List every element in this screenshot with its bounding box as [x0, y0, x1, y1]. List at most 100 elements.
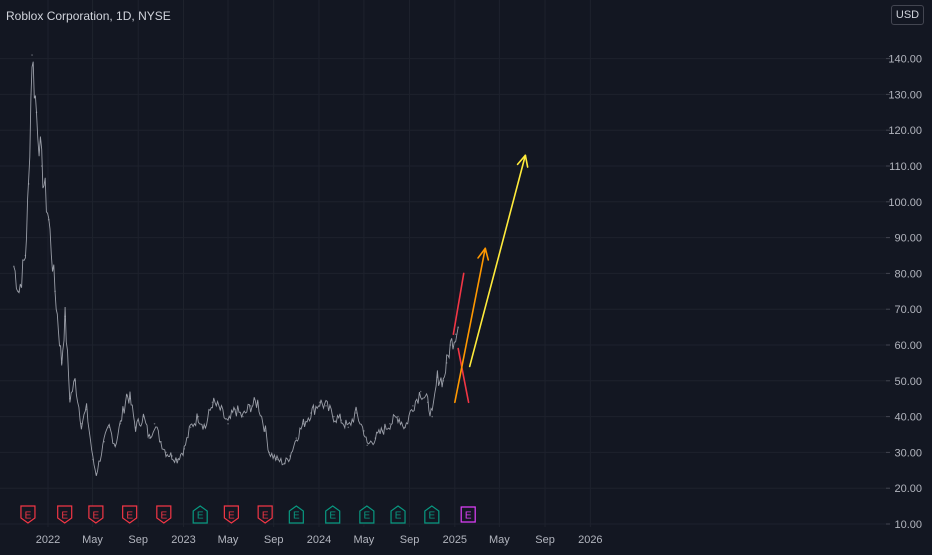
earnings-marker-icon[interactable]: E — [257, 505, 273, 524]
earnings-marker-label: E — [25, 511, 32, 522]
price-point — [197, 415, 200, 418]
earnings-marker-label: E — [93, 511, 100, 522]
price-point — [189, 426, 192, 429]
red-line-drawing — [452, 272, 465, 336]
earnings-marker-icon[interactable]: E — [20, 505, 36, 524]
time-tick-label: Sep — [535, 534, 555, 546]
price-point — [171, 455, 173, 457]
symbol-title: Roblox Corporation, 1D, NYSE — [6, 9, 171, 23]
grid — [0, 0, 886, 527]
earnings-marker-icon[interactable]: E — [223, 505, 239, 524]
earnings-marker-label: E — [364, 511, 371, 522]
price-point — [95, 473, 98, 475]
yellow-arrowhead — [516, 154, 529, 168]
earnings-marker-icon[interactable]: E — [424, 505, 440, 524]
earnings-marker-shape — [390, 505, 406, 524]
price-point — [374, 437, 377, 439]
orange-arrow-drawing — [454, 247, 487, 404]
price-point — [108, 426, 111, 429]
earnings-marker-icon[interactable]: E — [156, 505, 172, 524]
price-point — [40, 165, 43, 167]
earnings-marker-shape — [88, 505, 104, 524]
time-tick-label: Sep — [128, 534, 148, 546]
price-point — [74, 380, 76, 382]
price-point — [249, 405, 252, 407]
price-point — [85, 408, 88, 411]
price-point — [54, 290, 56, 293]
price-point — [325, 405, 327, 407]
earnings-marker-icon[interactable]: E — [359, 505, 375, 524]
price-tick-label: 120.00 — [888, 125, 922, 137]
price-point — [457, 326, 459, 328]
price-point — [242, 415, 244, 418]
price-point — [183, 448, 186, 450]
earnings-marker-shape — [192, 505, 208, 524]
time-tick-label: 2023 — [171, 534, 195, 546]
price-point — [264, 430, 267, 432]
earnings-marker-icon[interactable]: E — [325, 505, 341, 524]
price-tick-label: 10.00 — [894, 519, 922, 531]
time-scale: 2022 May Sep 2023 May Sep 2024 May Sep 2025 May Sep… — [36, 534, 603, 546]
earnings-marker-shape — [156, 505, 172, 524]
price-point — [276, 458, 278, 461]
earnings-marker-shape — [57, 505, 73, 524]
price-point — [13, 265, 15, 268]
price-point — [234, 408, 236, 411]
price-tick-label: 60.00 — [894, 340, 922, 352]
price-point — [18, 290, 20, 293]
earnings-marker-shape — [460, 506, 476, 523]
price-point — [436, 376, 439, 379]
earnings-marker-icon[interactable]: E — [88, 505, 104, 524]
price-point — [114, 444, 116, 447]
earnings-marker-icon[interactable]: E — [192, 505, 208, 524]
price-point — [445, 362, 448, 364]
price-tick-label: 100.00 — [888, 197, 922, 209]
price-point — [431, 415, 433, 418]
earnings-marker-icon[interactable]: E — [288, 505, 304, 524]
price-points — [13, 54, 459, 475]
earnings-marker-shape — [359, 505, 375, 524]
price-point — [129, 397, 131, 400]
price-point — [363, 430, 365, 432]
price-tick-label: 30.00 — [894, 447, 922, 459]
price-tick-label: 20.00 — [894, 483, 922, 495]
currency-button[interactable]: USD — [891, 5, 924, 25]
price-point — [204, 426, 207, 429]
earnings-marker-icon[interactable]: E — [57, 505, 73, 524]
price-point — [340, 419, 343, 421]
price-point — [125, 394, 128, 396]
price-point — [227, 422, 229, 425]
price-point — [404, 426, 406, 429]
time-tick-label: Sep — [264, 534, 284, 546]
price-point — [142, 415, 145, 418]
price-point — [268, 451, 271, 454]
price-point — [160, 440, 162, 443]
earnings-marker-label: E — [395, 511, 402, 522]
price-point — [211, 401, 214, 404]
time-tick-label: 2024 — [307, 534, 331, 546]
price-point — [381, 430, 384, 432]
yellow-arrow-drawing — [468, 154, 527, 368]
earnings-marker-shape — [288, 505, 304, 524]
time-tick-label: May — [82, 534, 103, 546]
earnings-marker-label: E — [61, 511, 68, 522]
earnings-marker-icon[interactable]: E — [390, 505, 406, 524]
earnings-marker-shape — [257, 505, 273, 524]
price-point — [148, 437, 151, 439]
price-point — [134, 426, 137, 429]
earnings-marker-label: E — [197, 511, 204, 522]
price-tick-label: 50.00 — [894, 376, 922, 388]
price-point — [256, 401, 259, 404]
price-point — [333, 415, 335, 418]
price-point — [454, 333, 457, 336]
earnings-marker-icon[interactable]: E — [122, 505, 138, 524]
price-point — [60, 362, 63, 364]
price-point — [92, 458, 94, 461]
earnings-marker-icon[interactable]: E — [460, 506, 476, 523]
earnings-marker-label: E — [262, 511, 269, 522]
price-point — [165, 451, 167, 454]
price-tick-label: 80.00 — [894, 268, 922, 280]
price-point — [366, 444, 369, 447]
